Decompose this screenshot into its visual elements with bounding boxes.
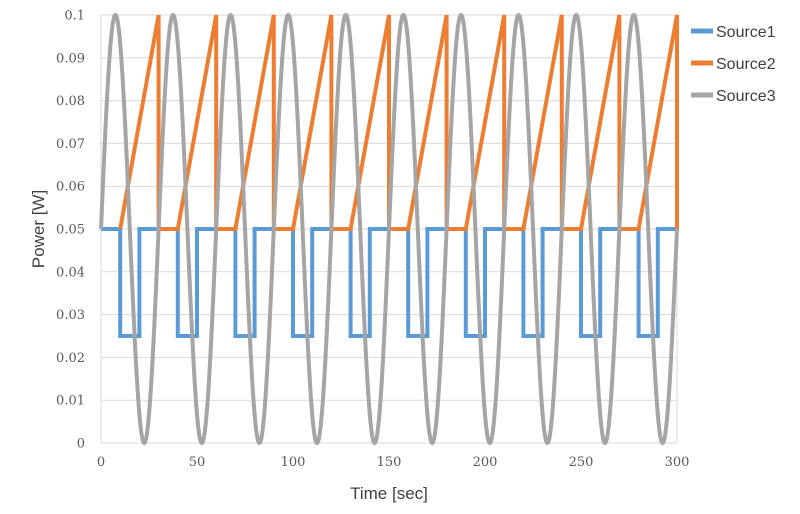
series-line-source3	[99, 12, 679, 446]
y-tick-label: 0.1	[64, 9, 85, 24]
y-tick-label: 0.04	[56, 265, 85, 280]
y-tick-label: 0.07	[56, 137, 85, 152]
x-axis-ticks: 0 50 100 150 200 250 300	[97, 455, 690, 470]
x-tick-label: 250	[569, 455, 594, 470]
y-tick-label: 0	[77, 437, 85, 452]
y-tick-label: 0.03	[56, 308, 85, 323]
y-tick-label: 0.01	[56, 394, 85, 409]
legend-label-source1: Source1	[716, 24, 776, 41]
y-tick-label: 0.08	[56, 94, 85, 109]
series-layer	[99, 12, 679, 446]
y-tick-label: 0.09	[56, 51, 85, 66]
x-tick-label: 300	[665, 455, 690, 470]
y-tick-label: 0.05	[56, 223, 85, 238]
x-tick-label: 200	[473, 455, 498, 470]
x-axis-title: Time [sec]	[350, 484, 428, 503]
legend-label-source2: Source2	[716, 56, 776, 73]
x-tick-label: 50	[189, 455, 206, 470]
x-tick-label: 100	[281, 455, 306, 470]
legend-label-source3: Source3	[716, 88, 776, 105]
y-tick-label: 0.06	[56, 180, 85, 195]
x-tick-label: 0	[97, 455, 105, 470]
x-tick-label: 150	[377, 455, 402, 470]
y-axis-title: Power [W]	[29, 190, 48, 268]
legend: Source1 Source2 Source3	[691, 24, 776, 105]
y-axis-ticks: 0 0.01 0.02 0.03 0.04 0.05 0.06 0.07 0.08 0.09 0.1	[56, 9, 85, 452]
y-tick-label: 0.02	[56, 351, 85, 366]
